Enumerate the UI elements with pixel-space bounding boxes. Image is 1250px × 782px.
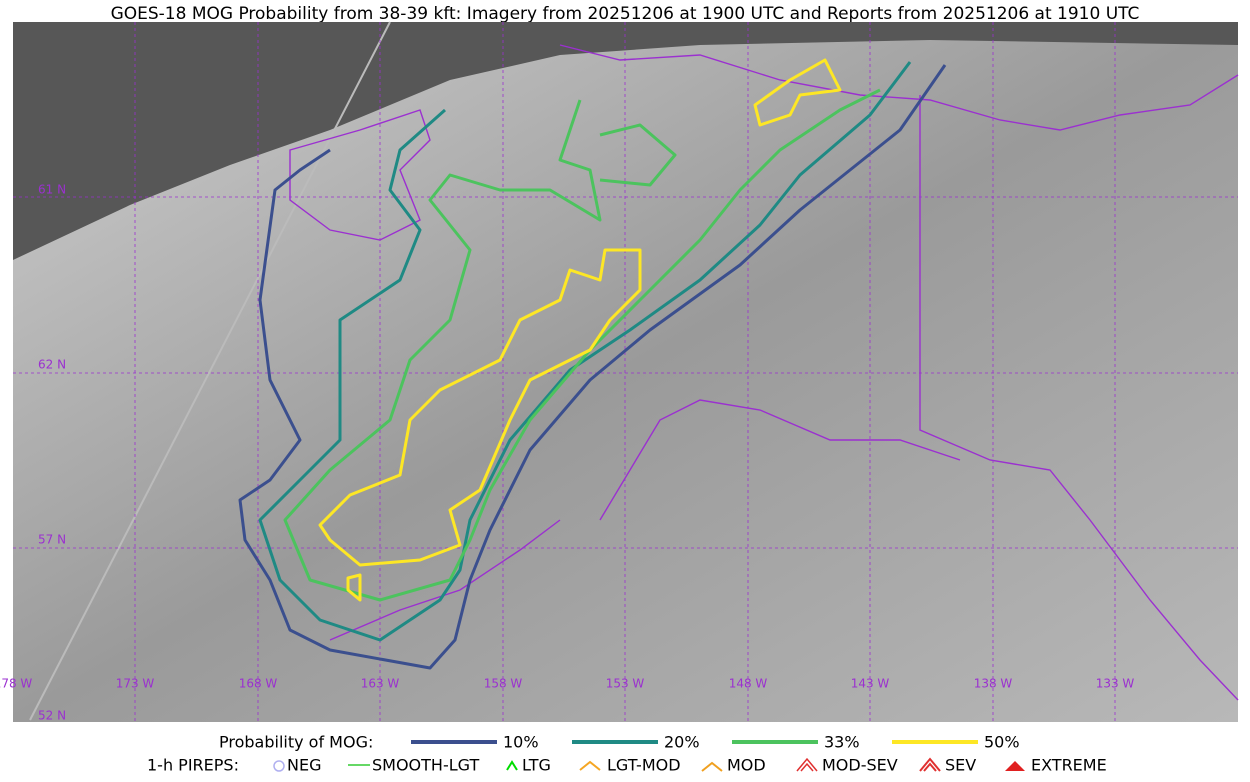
pirep-icon bbox=[796, 757, 818, 772]
legend-entry: MOD-SEV bbox=[822, 756, 898, 775]
title: GOES-18 MOG Probability from 38-39 kft: … bbox=[111, 4, 1140, 24]
lon-label: 163 W bbox=[361, 677, 400, 691]
lat-label: 62 N bbox=[38, 358, 66, 372]
legend-entry: NEG bbox=[287, 756, 321, 775]
lon-label: 153 W bbox=[606, 677, 645, 691]
legend-entry: LTG bbox=[522, 756, 551, 775]
pirep-icon bbox=[1005, 761, 1025, 771]
pirep-icon bbox=[701, 761, 723, 772]
lat-label: 52 N bbox=[38, 709, 66, 723]
pirep-icon bbox=[579, 760, 601, 771]
graticule-labels: 61 N 62 N 57 N 52 N 178 W 173 W 168 W 16… bbox=[0, 183, 1134, 723]
legend-entry: MOD bbox=[727, 756, 766, 775]
contours bbox=[238, 58, 947, 670]
contour-20 bbox=[258, 61, 912, 642]
lat-label: 57 N bbox=[38, 533, 66, 547]
lon-label: 138 W bbox=[974, 677, 1013, 691]
legend-entry: EXTREME bbox=[1031, 756, 1107, 775]
lon-label: 143 W bbox=[851, 677, 890, 691]
contour-10 bbox=[238, 64, 947, 670]
lon-label: 133 W bbox=[1096, 677, 1135, 691]
pirep-icon bbox=[919, 757, 941, 772]
lat-label: 61 N bbox=[38, 183, 66, 197]
lon-label: 178 W bbox=[0, 677, 32, 691]
legend-entry: 33% bbox=[824, 733, 860, 752]
legend-entry: SMOOTH-LGT bbox=[372, 756, 479, 775]
legend-title: 1-h PIREPS: bbox=[147, 756, 239, 775]
contour-50 bbox=[318, 58, 842, 602]
legend-entry: 10% bbox=[503, 733, 539, 752]
no-data-region bbox=[13, 22, 1238, 260]
legend-entry: SEV bbox=[945, 756, 976, 775]
legend-entry: LGT-MOD bbox=[607, 756, 681, 775]
lon-label: 158 W bbox=[484, 677, 523, 691]
lon-label: 168 W bbox=[239, 677, 278, 691]
graticule bbox=[13, 22, 1238, 722]
legend: Probability of MOG: 10% 20% 33% 50% 1-h … bbox=[147, 733, 1107, 775]
coastlines bbox=[289, 44, 1239, 701]
legend-entry: 50% bbox=[984, 733, 1020, 752]
legend-title: Probability of MOG: bbox=[219, 733, 373, 752]
contour-33 bbox=[283, 88, 881, 602]
lon-label: 173 W bbox=[116, 677, 155, 691]
pirep-icon bbox=[506, 760, 518, 771]
map: 61 N 62 N 57 N 52 N 178 W 173 W 168 W 16… bbox=[0, 21, 1239, 723]
pirep-icon bbox=[273, 760, 285, 772]
legend-entry: 20% bbox=[664, 733, 700, 752]
lon-label: 148 W bbox=[729, 677, 768, 691]
